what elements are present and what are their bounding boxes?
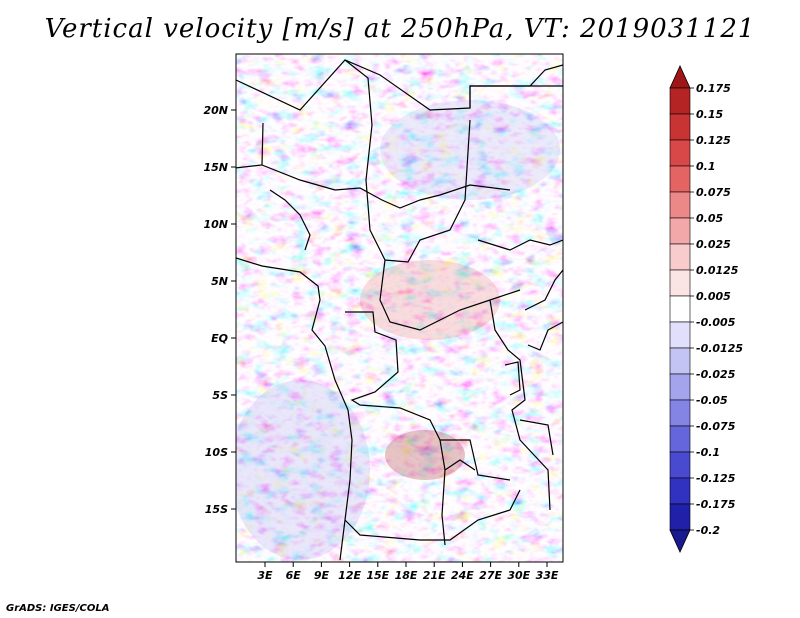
lat-label: 5N [211,275,228,288]
lon-label: 24E [451,569,474,582]
colorbar-label: 0.1 [696,160,716,173]
colorbar-bottom-arrow [669,529,691,553]
colorbar-band [669,425,691,453]
credit-label: GrADS: IGES/COLA [6,603,110,614]
colorbar-label: -0.075 [696,420,736,433]
lat-label: 10N [203,218,228,231]
colorbar-band [669,113,691,141]
lat-label: 20N [203,104,228,117]
colorbar-band [669,165,691,193]
colorbar-label: 0.15 [696,108,723,121]
lon-label: 18E [395,569,418,582]
colorbar-band [669,373,691,401]
lat-label: 15N [203,161,228,174]
colorbar-label: -0.025 [696,368,736,381]
latitude-axis: 20N 15N 10N 5N EQ 5S 10S 15S [203,104,236,516]
colorbar-label: 0.05 [696,212,723,225]
lon-label: 6E [286,569,302,582]
lon-label: 15E [366,569,389,582]
lon-label: 12E [338,569,361,582]
colorbar-band [669,451,691,479]
colorbar: 0.175 0.15 0.125 0.1 0.075 0.05 0.025 0.0125 0.0… [669,65,743,553]
colorbar-label: -0.005 [696,316,736,329]
colorbar-label: 0.075 [696,186,731,199]
lat-label: 5S [212,389,228,402]
colorbar-label: -0.125 [696,472,736,485]
lon-label: 9E [314,569,330,582]
colorbar-label: -0.0125 [696,342,743,355]
colorbar-label: -0.1 [696,446,720,459]
lon-label: 21E [423,569,446,582]
colorbar-band [669,321,691,349]
colorbar-band [669,87,691,115]
lat-label: EQ [211,332,228,345]
colorbar-label: 0.0125 [696,264,739,277]
lon-label: 3E [257,569,273,582]
colorbar-band [669,295,691,323]
lat-label: 15S [205,503,228,516]
colorbar-band [669,139,691,167]
colorbar-band [669,503,691,531]
country-borders [236,59,563,561]
map-frame [235,53,564,563]
colorbar-band [669,243,691,271]
colorbar-top-arrow [669,65,691,89]
colorbar-band [669,347,691,375]
colorbar-band [669,217,691,245]
lon-label: 30E [507,569,530,582]
colorbar-label: 0.175 [696,82,731,95]
colorbar-label: -0.05 [696,394,728,407]
lon-label: 33E [536,569,559,582]
longitude-axis: 3E 6E 9E 12E 15E 18E 21E 24E 27E 30E 33E [257,562,559,582]
lon-label: 27E [479,569,502,582]
colorbar-band [669,477,691,505]
colorbar-band [669,399,691,427]
lat-label: 10S [205,446,228,459]
colorbar-band [669,269,691,297]
colorbar-label: -0.175 [696,498,736,511]
colorbar-label: -0.2 [696,524,720,537]
colorbar-band [669,191,691,219]
colorbar-label: 0.125 [696,134,731,147]
velocity-field [236,54,563,562]
colorbar-label: 0.025 [696,238,731,251]
chart-title: Vertical velocity [m/s] at 250hPa, VT: 2… [44,14,756,44]
colorbar-label: 0.005 [696,290,731,303]
